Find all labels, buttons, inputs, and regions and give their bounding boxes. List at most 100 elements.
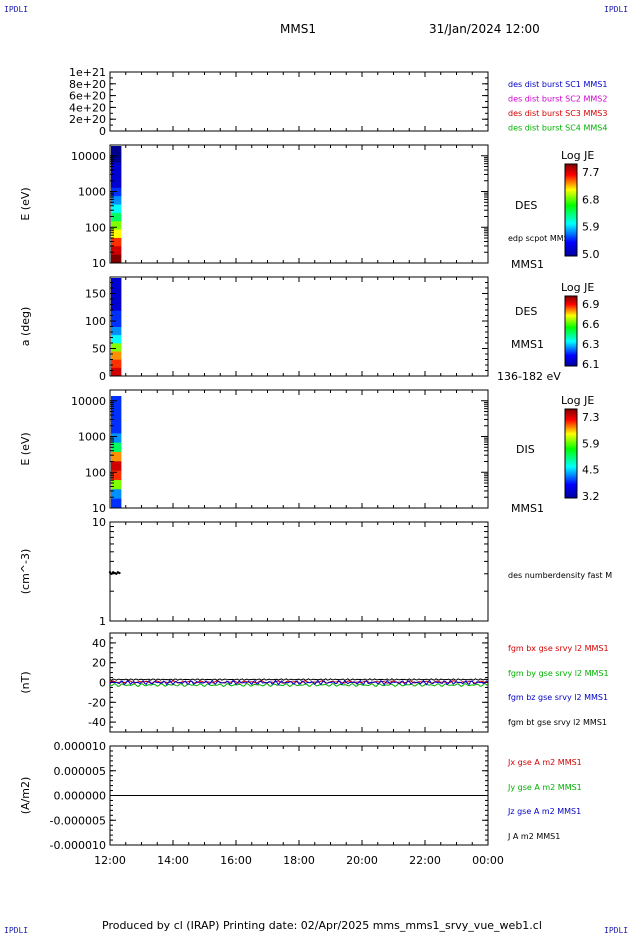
panel-des-pitch-spectrogram-cell xyxy=(111,302,122,312)
panel-des-pitch-spectrogram-cell xyxy=(111,351,122,361)
panel-des-energy-spectrogram-cell xyxy=(111,187,122,197)
panel-dis-energy-colorbar-tick-label: 3.2 xyxy=(582,490,600,503)
corner-label-bottom-right: IPDLI xyxy=(604,926,628,934)
panel-dis-energy-colorbar-title: Log JE xyxy=(561,394,594,407)
panel-density-y-tick-label: 10 xyxy=(92,516,106,529)
panel-dist-legend-1: des dist burst SC1 MMS1 xyxy=(508,80,607,89)
panel-des-energy-spectrogram-cell xyxy=(111,204,122,214)
panel-dist-legend-4: des dist burst SC4 MMS4 xyxy=(508,124,607,133)
panel-des-pitch-spectrogram-cell xyxy=(111,278,122,287)
panel-dis-energy-spectrogram-cell xyxy=(111,480,122,490)
panel-dis-energy-colorbar xyxy=(564,408,578,499)
panel-dis-energy-y-tick-label: 10 xyxy=(92,502,106,515)
panel-current-y-tick-label: -0.000005 xyxy=(50,814,106,827)
panel-des-energy-spectrogram-cell xyxy=(111,179,122,189)
panel-des-energy-colorbar-tick-label: 6.8 xyxy=(582,193,600,206)
panel-dis-energy-spectrogram-cell xyxy=(111,461,122,472)
panel-des-pitch-y-tick-label: 0 xyxy=(99,370,106,383)
panel-des-pitch-y-tick-label: 50 xyxy=(92,343,106,356)
corner-label-top-right: IPDLI xyxy=(604,5,628,14)
panel-des-pitch-spectrogram-cell xyxy=(111,335,122,344)
panel-dis-energy-colorbar-tick-label: 4.5 xyxy=(582,464,600,477)
panel-fgm-y-tick-label: -40 xyxy=(88,716,106,729)
mission-title: MMS1 xyxy=(280,22,316,36)
panel-des-pitch-y-tick-label: 100 xyxy=(85,315,106,328)
panel-dis-energy-y-tick-label: 100 xyxy=(85,466,106,479)
panel-fgm-series-4 xyxy=(109,678,489,681)
panel-fgm-legend-3: fgm bz gse srvy l2 MMS1 xyxy=(508,693,608,702)
panel-density-y-tick-label: 1 xyxy=(99,615,106,628)
panel-dis-energy-spectrogram-cell xyxy=(111,489,122,500)
panel-fgm-series-3 xyxy=(109,679,489,686)
panel-dis-energy-spectrogram-cell xyxy=(111,405,122,416)
panel-current-legend-4: J A m2 MMS1 xyxy=(507,832,560,841)
panel-density-data-point xyxy=(118,571,121,575)
panel-des-pitch-energy-range-label: 136-182 eV xyxy=(497,370,561,383)
panel-des-energy-scpot-label: edp scpot MMS1 xyxy=(508,234,574,243)
panel-des-pitch-spectrogram-cell xyxy=(111,367,122,377)
panel-fgm-legend-2: fgm by gse srvy l2 MMS1 xyxy=(508,669,609,678)
panel-des-energy-spectrogram-cell xyxy=(111,154,122,164)
panel-current-y-tick-label: -0.000010 xyxy=(50,839,106,852)
panel-fgm-legend-4: fgm bt gse srvy l2 MMS1 xyxy=(508,718,607,727)
panel-des-energy-y-axis-label: E (eV) xyxy=(19,187,32,220)
panel-density-data-point xyxy=(108,571,112,574)
panel-dis-energy-frame xyxy=(109,389,489,509)
panel-current-x-tick-label: 22:00 xyxy=(409,854,441,867)
panel-des-energy-colorbar-title: Log JE xyxy=(561,149,594,162)
panel-dis-energy-spectrogram-cell xyxy=(111,470,122,481)
panel-fgm-y-tick-label: 40 xyxy=(92,637,106,650)
panel-dis-energy-spectrogram-cell xyxy=(111,424,122,434)
panel-current-x-tick-label: 12:00 xyxy=(94,854,126,867)
panel-des-energy-spectrogram-cell xyxy=(111,162,122,172)
panel-current-legend-3: Jz gse A m2 MMS1 xyxy=(507,807,581,816)
panel-des-energy-frame xyxy=(109,144,489,264)
panel-des-energy-spectrogram-cell xyxy=(111,229,122,239)
panel-dis-energy-y-tick-label: 10000 xyxy=(71,395,106,408)
panel-dist-y-tick-label: 1e+21 xyxy=(69,66,106,79)
panel-des-pitch-colorbar-tick-label: 6.1 xyxy=(582,358,600,371)
panel-des-pitch-spectrogram-cell xyxy=(111,327,122,336)
panel-des-energy-colorbar-tick-label: 7.7 xyxy=(582,166,600,179)
panel-density-legend-1: des numberdensity fast M xyxy=(508,571,612,580)
panel-des-pitch-spectrogram-cell xyxy=(111,318,122,328)
panel-dis-energy-mission-label: MMS1 xyxy=(511,502,544,515)
panel-dist-legend-3: des dist burst SC3 MMS3 xyxy=(508,109,607,118)
panel-des-energy-mission-label: MMS1 xyxy=(511,258,544,271)
panel-density-y-axis-label: (cm^-3) xyxy=(19,549,32,595)
panel-dist-y-tick-label: 2e+20 xyxy=(69,113,106,126)
panel-current-legend-2: Jy gse A m2 MMS1 xyxy=(507,783,582,792)
panel-dist-frame xyxy=(109,71,489,132)
panel-des-energy-y-tick-label: 10 xyxy=(92,257,106,270)
panel-dist-y-tick-label: 8e+20 xyxy=(69,78,106,91)
panel-current-x-tick-label: 00:00 xyxy=(472,854,504,867)
panel-des-pitch-spectrogram-cell xyxy=(111,359,122,369)
panel-dist-legend-2: des dist burst SC2 MMS2 xyxy=(508,95,607,104)
panel-density-data-point xyxy=(110,572,113,575)
panel-dist-y-tick-label: 0 xyxy=(99,125,106,138)
panel-des-energy-y-tick-label: 10000 xyxy=(71,150,106,163)
panel-current-x-tick-label: 20:00 xyxy=(346,854,378,867)
footer-credit: Produced by cl (IRAP) Printing date: 02/… xyxy=(102,919,542,932)
panel-des-energy-spectrogram-cell xyxy=(111,237,122,247)
panel-des-energy-spectrogram-cell xyxy=(111,254,122,264)
panel-fgm-y-axis-label: (nT) xyxy=(19,671,32,693)
panel-des-pitch-colorbar-tick-label: 6.3 xyxy=(582,338,600,351)
panel-dis-energy-spectrogram-cell xyxy=(111,414,122,425)
datetime-title: 31/Jan/2024 12:00 xyxy=(429,22,540,36)
panel-current-x-tick-label: 18:00 xyxy=(283,854,315,867)
panel-des-energy-y-tick-label: 1000 xyxy=(78,186,106,199)
panel-des-energy-colorbar xyxy=(564,163,578,257)
panel-dis-energy-spectrogram-cell xyxy=(111,433,122,444)
panel-des-pitch-colorbar xyxy=(564,295,578,367)
panel-density-data-point xyxy=(115,572,118,575)
panel-current-y-tick-label: 0.000005 xyxy=(54,765,107,778)
panel-current-x-tick-label: 16:00 xyxy=(220,854,252,867)
panel-fgm-y-tick-label: 20 xyxy=(92,657,106,670)
panel-des-energy-spectrogram-cell xyxy=(111,171,122,180)
panel-dis-energy-spectrogram-cell xyxy=(111,442,122,453)
panel-des-pitch-colorbar-title: Log JE xyxy=(561,281,594,294)
panel-dist-y-tick-label: 6e+20 xyxy=(69,90,106,103)
panel-des-pitch-spectrogram-cell xyxy=(111,286,122,295)
